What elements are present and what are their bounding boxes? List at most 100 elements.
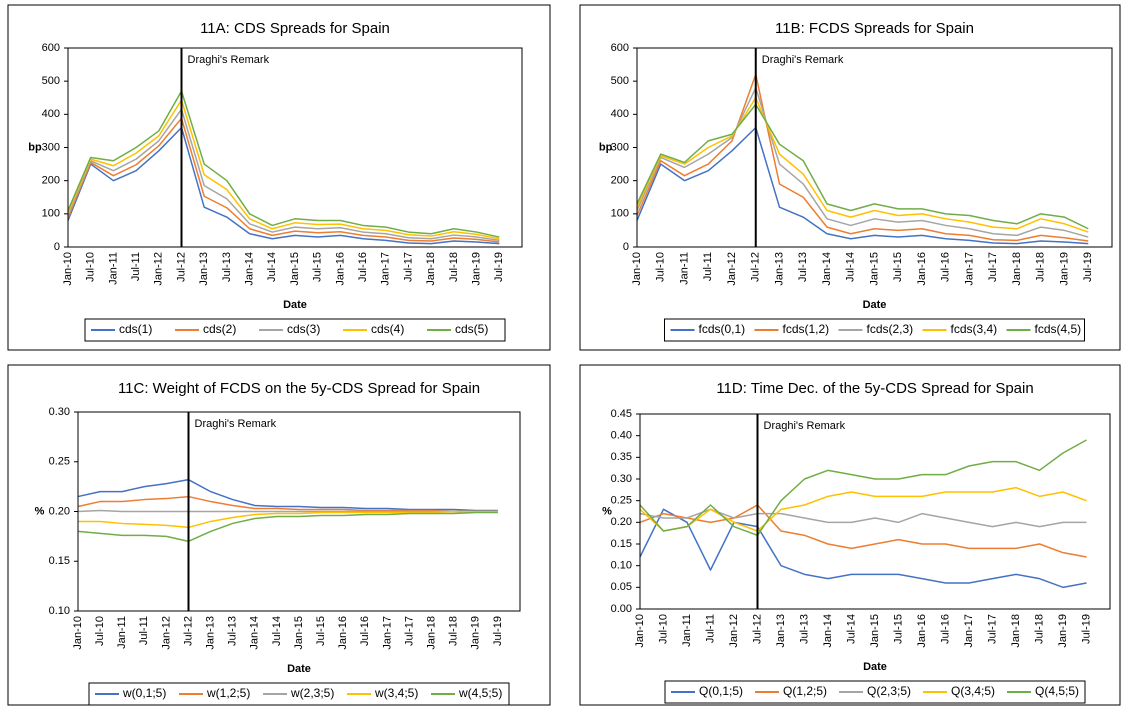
y-tick-label: 0.20 — [611, 516, 632, 528]
legend-label: Q(2,3;5) — [867, 684, 911, 698]
y-tick-label: 500 — [611, 75, 629, 87]
y-tick-label: 0.15 — [49, 555, 70, 567]
panel-border — [7, 364, 551, 706]
legend-box — [664, 318, 1085, 342]
x-tick-label: Jan-18 — [1010, 614, 1022, 648]
x-tick-label: Jul-17 — [987, 252, 999, 282]
series-line — [77, 478, 498, 512]
x-tick-label: Jan-17 — [380, 252, 392, 286]
y-tick-label: 600 — [611, 42, 629, 54]
x-tick-label: Jan-16 — [337, 616, 349, 650]
y-tick-label: 0.30 — [49, 406, 70, 418]
series-line — [636, 97, 1089, 233]
x-tick-label: Jul-10 — [657, 614, 669, 644]
series-line — [639, 508, 1087, 589]
y-tick-label: 100 — [611, 208, 629, 220]
x-tick-label: Jan-11 — [107, 252, 119, 285]
series-line — [636, 126, 1089, 245]
x-tick-label: Jul-18 — [1033, 614, 1045, 644]
y-tick-label: 0.20 — [49, 505, 70, 517]
x-tick-label: Jan-19 — [471, 252, 483, 286]
x-tick-label: Jan-15 — [293, 616, 305, 650]
x-tick-label: Jul-18 — [448, 616, 460, 646]
plot-frame — [636, 47, 1113, 248]
x-tick-label: Jul-19 — [1082, 252, 1094, 282]
x-tick-label: Jul-16 — [939, 614, 951, 644]
x-tick-label: Jan-16 — [916, 252, 928, 286]
series-line — [67, 117, 500, 243]
x-tick-label: Jul-17 — [986, 614, 998, 644]
series-line — [78, 510, 498, 529]
x-tick-label: Jul-15 — [892, 614, 904, 644]
x-tick-label: Jan-10 — [634, 614, 646, 648]
x-tick-label: Jan-13 — [205, 616, 217, 650]
legend-label: Q(4,5;5) — [1035, 684, 1079, 698]
y-tick-label: 300 — [42, 141, 60, 153]
x-tick-label: Jul-12 — [750, 252, 762, 282]
panel-border — [579, 4, 1121, 351]
y-tick-label: 400 — [42, 108, 60, 120]
x-tick-label: Jul-13 — [797, 252, 809, 282]
x-tick-label: Jan-16 — [334, 252, 346, 286]
x-tick-label: Jul-19 — [493, 252, 505, 282]
y-tick-label: 300 — [611, 141, 629, 153]
legend-label: fcds(0,1) — [699, 322, 746, 336]
y-tick-label: 0.35 — [611, 451, 632, 463]
y-tick-label: 0.15 — [611, 538, 632, 550]
y-tick-label: 0.10 — [49, 605, 70, 617]
x-tick-label: Jul-16 — [357, 252, 369, 282]
x-tick-label: Jul-18 — [448, 252, 460, 282]
series-line — [639, 504, 1087, 558]
series-line — [77, 495, 498, 513]
x-tick-label: Jul-15 — [315, 616, 327, 646]
legend-label: fcds(1,2) — [783, 322, 830, 336]
plot-frame — [77, 411, 521, 612]
series-line — [67, 108, 500, 242]
y-tick-label: 0.40 — [611, 430, 632, 442]
legend-label: w(4,5;5) — [458, 686, 502, 700]
x-axis-title: Date — [863, 661, 887, 673]
legend-label: fcds(2,3) — [867, 322, 914, 336]
y-tick-label: 0.00 — [611, 603, 632, 615]
legend-label: cds(3) — [287, 322, 320, 336]
series-line — [636, 87, 1089, 238]
x-tick-label: Jan-15 — [868, 252, 880, 286]
legend-label: Q(1,2;5) — [783, 684, 827, 698]
x-tick-label: Jan-15 — [289, 252, 301, 286]
x-tick-label: Jan-17 — [381, 616, 393, 650]
y-axis-title: % — [35, 505, 45, 517]
y-tick-label: 0 — [54, 241, 60, 253]
series-line — [77, 509, 498, 513]
y-tick-label: 100 — [42, 208, 60, 220]
x-tick-label: Jul-13 — [227, 616, 239, 646]
x-tick-label: Jul-11 — [130, 252, 142, 281]
x-tick-label: Jan-18 — [425, 252, 437, 286]
x-tick-label: Jul-12 — [182, 616, 194, 646]
x-tick-label: Jan-10 — [62, 252, 74, 286]
x-tick-label: Jan-14 — [821, 252, 833, 286]
plot-frame — [639, 413, 1111, 610]
event-label: Draghi's Remark — [188, 54, 270, 66]
chart-title: 11D: Time Dec. of the 5y-CDS Spread for … — [716, 380, 1033, 397]
legend-box — [84, 318, 506, 342]
legend-label: w(2,3;5) — [290, 686, 334, 700]
x-tick-label: Jul-16 — [940, 252, 952, 282]
x-tick-label: Jan-19 — [1058, 252, 1070, 286]
x-tick-label: Jan-11 — [116, 616, 128, 649]
x-tick-label: Jan-12 — [153, 252, 165, 286]
x-tick-label: Jan-19 — [470, 616, 482, 650]
series-line — [67, 90, 500, 238]
x-tick-label: Jan-10 — [72, 616, 84, 650]
y-tick-label: 0.45 — [611, 408, 632, 420]
x-axis-title: Date — [287, 663, 311, 675]
legend-label: Q(3,4;5) — [951, 684, 995, 698]
event-label: Draghi's Remark — [762, 54, 844, 66]
legend-label: cds(2) — [203, 322, 236, 336]
x-tick-label: Jan-18 — [1011, 252, 1023, 286]
x-tick-label: Jan-10 — [631, 252, 643, 286]
legend-box — [88, 682, 510, 706]
x-tick-label: Jul-17 — [402, 252, 414, 282]
y-tick-label: 0.25 — [49, 456, 70, 468]
x-tick-label: Jan-13 — [198, 252, 210, 286]
plot-frame — [67, 47, 523, 248]
